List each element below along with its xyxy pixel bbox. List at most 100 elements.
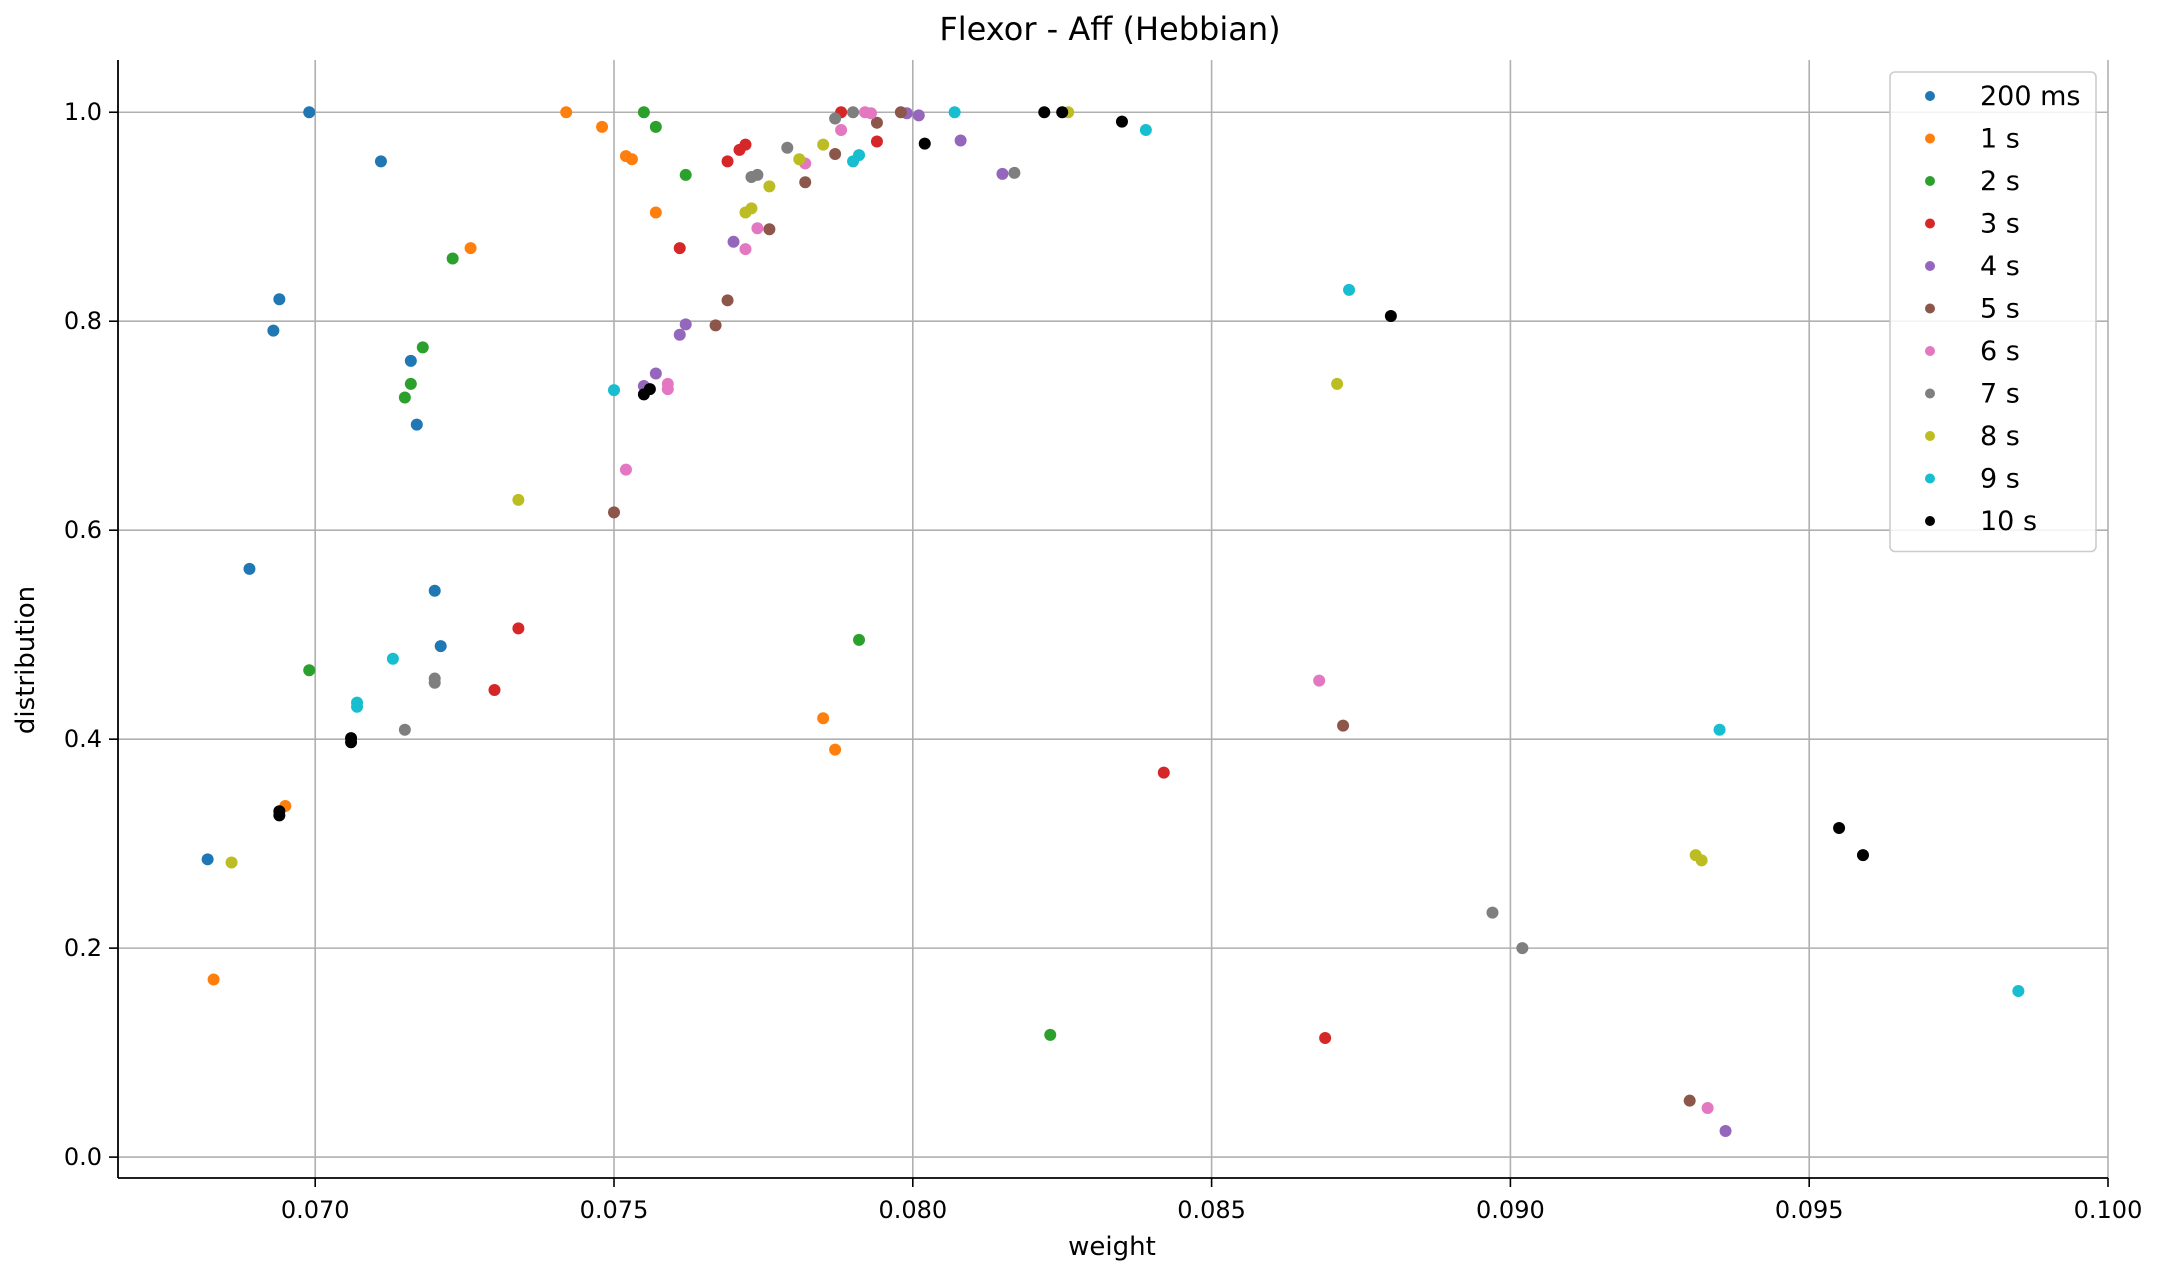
legend-marker — [1925, 261, 1935, 271]
data-point — [404, 377, 417, 390]
legend: 200 ms 1 s 2 s 3 s 4 s 5 s 6 s 7 s 8 s 9 s 10 s — [1889, 71, 2097, 553]
data-point — [829, 112, 842, 125]
data-point — [303, 106, 316, 119]
data-point — [781, 141, 794, 154]
data-point — [1516, 942, 1529, 955]
data-point — [649, 367, 662, 380]
data-point — [1056, 106, 1069, 119]
data-point — [894, 106, 907, 119]
data-point — [207, 973, 220, 986]
data-point — [1486, 906, 1499, 919]
data-point — [835, 124, 848, 137]
legend-marker — [1925, 91, 1935, 101]
legend-marker — [1925, 431, 1935, 441]
x-tick-label: 0.075 — [580, 1196, 649, 1224]
legend-marker — [1925, 303, 1935, 314]
data-point — [739, 243, 752, 256]
data-point — [1319, 1031, 1332, 1044]
data-points — [201, 106, 2025, 1137]
data-point — [673, 242, 686, 255]
data-point — [918, 137, 931, 150]
data-point — [739, 206, 752, 219]
data-point — [351, 700, 364, 713]
data-point — [596, 120, 609, 133]
data-point — [560, 106, 573, 119]
legend-marker — [1925, 346, 1935, 356]
y-tick-label: 0.6 — [64, 516, 102, 544]
data-point — [864, 107, 877, 120]
data-point — [1115, 115, 1128, 128]
data-point — [829, 743, 842, 756]
data-point — [1038, 106, 1051, 119]
data-point — [948, 106, 961, 119]
data-point — [763, 180, 776, 193]
data-point — [1384, 309, 1397, 322]
data-point — [464, 242, 477, 255]
grid-lines — [118, 60, 2109, 1178]
data-point — [488, 684, 501, 697]
legend-label: 8 s — [1980, 421, 2020, 452]
legend-marker — [1925, 516, 1935, 526]
legend-label: 9 s — [1980, 464, 2020, 495]
y-axis-label: distribution — [11, 586, 41, 734]
legend-label: 200 ms — [1980, 81, 2081, 112]
data-point — [608, 506, 621, 519]
data-point — [649, 206, 662, 219]
data-point — [608, 384, 621, 397]
data-point — [829, 148, 842, 161]
data-point — [625, 153, 638, 166]
data-point — [912, 109, 925, 122]
data-point — [870, 135, 883, 148]
legend-label: 7 s — [1980, 379, 2020, 410]
data-point — [1683, 1094, 1696, 1107]
legend-marker — [1925, 388, 1935, 399]
y-tick-label: 0.0 — [64, 1143, 102, 1171]
data-point — [1044, 1028, 1057, 1041]
data-point — [870, 116, 883, 129]
x-tick-label: 0.085 — [1177, 1196, 1246, 1224]
data-point — [679, 318, 692, 331]
data-point — [1713, 723, 1726, 736]
data-point — [637, 388, 650, 401]
y-tick-label: 1.0 — [64, 98, 102, 126]
x-tick-label: 0.095 — [1775, 1196, 1844, 1224]
data-point — [817, 712, 830, 725]
data-point — [1719, 1124, 1732, 1137]
legend-marker — [1925, 133, 1935, 144]
data-point — [428, 584, 441, 597]
x-axis-label: weight — [1068, 1232, 1156, 1262]
legend-label: 5 s — [1980, 294, 2020, 325]
legend-label: 10 s — [1980, 506, 2037, 537]
data-point — [649, 120, 662, 133]
axes: 0.070 0.075 0.080 0.085 0.090 0.095 0.100 0.0 0.… — [64, 60, 2142, 1224]
data-point — [1343, 283, 1356, 296]
data-point — [763, 223, 776, 236]
data-point — [225, 856, 238, 869]
data-point — [679, 168, 692, 181]
y-tick-label: 0.8 — [64, 307, 102, 335]
data-point — [619, 463, 632, 476]
data-point — [1331, 377, 1344, 390]
data-point — [1139, 124, 1152, 137]
legend-label: 3 s — [1980, 209, 2020, 240]
data-point — [374, 155, 387, 168]
data-point — [853, 633, 866, 646]
data-point — [733, 143, 746, 156]
data-point — [273, 293, 286, 306]
data-point — [1337, 719, 1350, 732]
data-point — [745, 171, 758, 184]
data-point — [446, 252, 459, 265]
data-point — [1695, 854, 1708, 867]
y-tick-label: 0.2 — [64, 934, 102, 962]
data-point — [410, 418, 423, 431]
legend-box — [1889, 71, 2097, 553]
data-point — [243, 562, 256, 575]
data-point — [273, 809, 286, 822]
data-point — [201, 853, 214, 866]
data-point — [428, 676, 441, 689]
legend-label: 6 s — [1980, 336, 2020, 367]
legend-label: 2 s — [1980, 166, 2020, 197]
x-tick-label: 0.080 — [878, 1196, 947, 1224]
data-point — [751, 222, 764, 235]
